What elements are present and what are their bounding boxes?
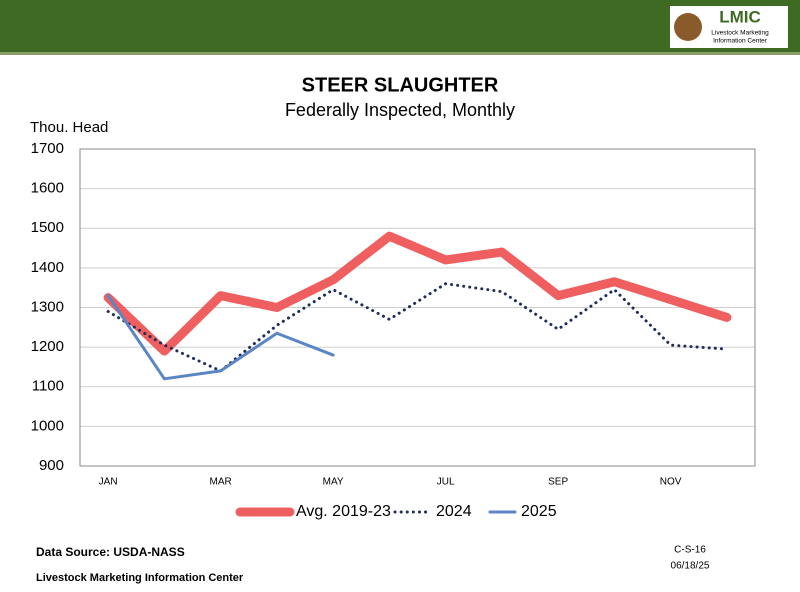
x-tick-label: SEP [548,477,568,488]
logo-icon [674,13,702,41]
x-tick-label: NOV [660,477,682,488]
y-tick-label: 1500 [31,219,64,236]
date: 06/18/25 [671,561,710,572]
header-rule [0,52,800,55]
y-axis-label: Thou. Head [30,119,108,136]
plot-frame [79,148,756,467]
y-tick-label: 1300 [31,298,64,315]
y-tick-label: 1700 [31,140,64,157]
legend-label: Avg. 2019-23 [296,503,391,520]
org: Livestock Marketing Information Center [36,572,244,584]
y-tick-label: 1400 [31,259,64,276]
y-tick-label: 1000 [31,417,64,434]
logo-title: LMIC [719,7,761,26]
x-tick-label: JUL [437,477,455,488]
x-tick-label: JAN [99,477,118,488]
x-tick-label: MAR [210,477,232,488]
code: C-S-16 [674,545,706,556]
logo-subtitle: Livestock Marketing [711,30,769,37]
chart-title: STEER SLAUGHTER [302,74,499,96]
y-tick-label: 900 [39,457,64,474]
y-tick-label: 1200 [31,338,64,355]
header-band [0,0,800,52]
series-line [103,231,732,356]
logo-subtitle: Information Center [713,38,768,45]
y-tick-label: 1600 [31,180,64,197]
x-tick-label: MAY [323,477,344,488]
series-line [106,294,335,381]
legend-label: 2025 [521,503,557,520]
chart-subtitle: Federally Inspected, Monthly [285,100,515,120]
y-tick-label: 1100 [32,378,64,395]
legend-label: 2024 [436,503,472,520]
source: Data Source: USDA-NASS [36,545,185,559]
series-line [106,282,729,373]
